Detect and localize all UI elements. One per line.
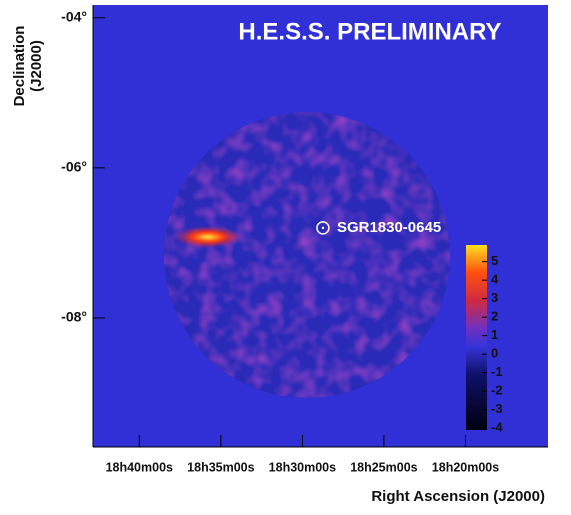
chart-title: H.E.S.S. PRELIMINARY [238, 18, 501, 45]
x-tick-label: 18h20m00s [432, 460, 499, 474]
x-tick-label: 18h25m00s [350, 460, 417, 474]
source-marker-dot [321, 226, 325, 230]
y-tick-label: -04° [61, 8, 87, 24]
source-marker [316, 221, 330, 235]
y-axis-label: Declination (J2000) [11, 26, 45, 107]
x-tick-label: 18h40m00s [106, 460, 173, 474]
y-tick-label: -08° [61, 309, 87, 325]
colorbar-tick-label: -1 [491, 364, 503, 379]
colorbar-tick-label: 3 [491, 290, 498, 305]
colorbar-tick-label: 0 [491, 346, 498, 361]
colorbar-tick-label: 2 [491, 309, 498, 324]
y-axis-label-line: Declination [11, 26, 28, 107]
y-tick-label: -06° [61, 159, 87, 175]
y-axis-label-line: (J2000) [28, 40, 45, 92]
annotation: SGR1830-0645 [337, 219, 441, 236]
colorbar-tick-label: -4 [491, 420, 503, 435]
colorbar [466, 245, 487, 430]
map-texture [164, 112, 450, 398]
significance-map [164, 112, 450, 398]
hotspot [174, 226, 242, 248]
plot-area [93, 5, 548, 447]
colorbar-tick-label: 4 [491, 272, 499, 287]
x-axis-label: Right Ascension (J2000) [371, 488, 545, 505]
colorbar-tick-label: -3 [491, 401, 503, 416]
colorbar-tick-label: 1 [491, 327, 498, 342]
colorbar-tick-label: -2 [491, 383, 503, 398]
x-tick-label: 18h35m00s [187, 460, 254, 474]
x-tick-label: 18h30m00s [269, 460, 336, 474]
colorbar-tick-label: 5 [491, 253, 498, 268]
